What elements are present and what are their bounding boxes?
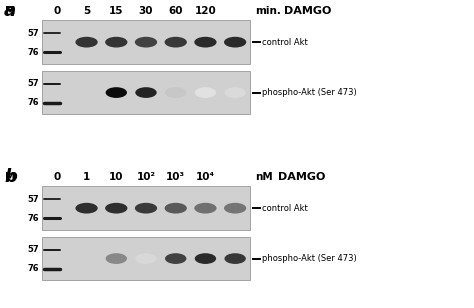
Text: 120: 120 [194, 6, 216, 15]
Text: control Akt: control Akt [262, 204, 308, 213]
Text: 76: 76 [27, 264, 39, 273]
Text: 10⁴: 10⁴ [196, 172, 215, 181]
Bar [42, 20, 250, 64]
Text: M: M [5, 172, 15, 181]
Text: 1: 1 [83, 172, 90, 181]
Text: 76: 76 [27, 214, 39, 223]
Text: 57: 57 [27, 245, 39, 254]
Ellipse shape [224, 203, 246, 213]
Text: 76: 76 [27, 48, 39, 57]
Ellipse shape [225, 253, 246, 264]
Text: b: b [4, 168, 17, 185]
Ellipse shape [224, 37, 246, 47]
Text: 10²: 10² [137, 172, 155, 181]
Text: nM: nM [255, 172, 273, 181]
Ellipse shape [194, 37, 217, 47]
Text: 57: 57 [27, 79, 39, 88]
Ellipse shape [135, 37, 157, 47]
Text: 57: 57 [27, 195, 39, 204]
Text: 57: 57 [27, 29, 39, 38]
Text: 15: 15 [109, 6, 124, 15]
Ellipse shape [105, 37, 128, 47]
Text: 5: 5 [83, 6, 90, 15]
Ellipse shape [135, 87, 157, 98]
Text: min.: min. [255, 6, 281, 15]
Bar [42, 237, 250, 280]
Text: 0: 0 [53, 172, 61, 181]
Ellipse shape [106, 253, 127, 264]
Text: phospho-Akt (Ser 473): phospho-Akt (Ser 473) [262, 254, 357, 263]
Text: 30: 30 [139, 6, 153, 15]
Ellipse shape [164, 203, 187, 213]
Text: 76: 76 [27, 98, 39, 107]
Text: 0: 0 [53, 6, 61, 15]
Ellipse shape [106, 87, 127, 98]
Ellipse shape [75, 37, 98, 47]
Ellipse shape [195, 87, 216, 98]
Text: 60: 60 [168, 6, 183, 15]
Ellipse shape [165, 87, 186, 98]
Ellipse shape [164, 37, 187, 47]
Text: DAMGO: DAMGO [278, 172, 325, 181]
Text: M: M [5, 6, 15, 15]
Text: 10: 10 [109, 172, 124, 181]
Bar [42, 186, 250, 230]
Ellipse shape [75, 203, 98, 213]
Text: phospho-Akt (Ser 473): phospho-Akt (Ser 473) [262, 88, 357, 97]
Ellipse shape [135, 253, 157, 264]
Text: 10³: 10³ [166, 172, 185, 181]
Ellipse shape [225, 87, 246, 98]
Bar [42, 71, 250, 114]
Ellipse shape [195, 253, 216, 264]
Ellipse shape [165, 253, 186, 264]
Text: control Akt: control Akt [262, 38, 308, 47]
Ellipse shape [105, 203, 128, 213]
Text: DAMGO: DAMGO [284, 6, 331, 15]
Text: a: a [4, 2, 16, 19]
Ellipse shape [194, 203, 217, 213]
Ellipse shape [135, 203, 157, 213]
